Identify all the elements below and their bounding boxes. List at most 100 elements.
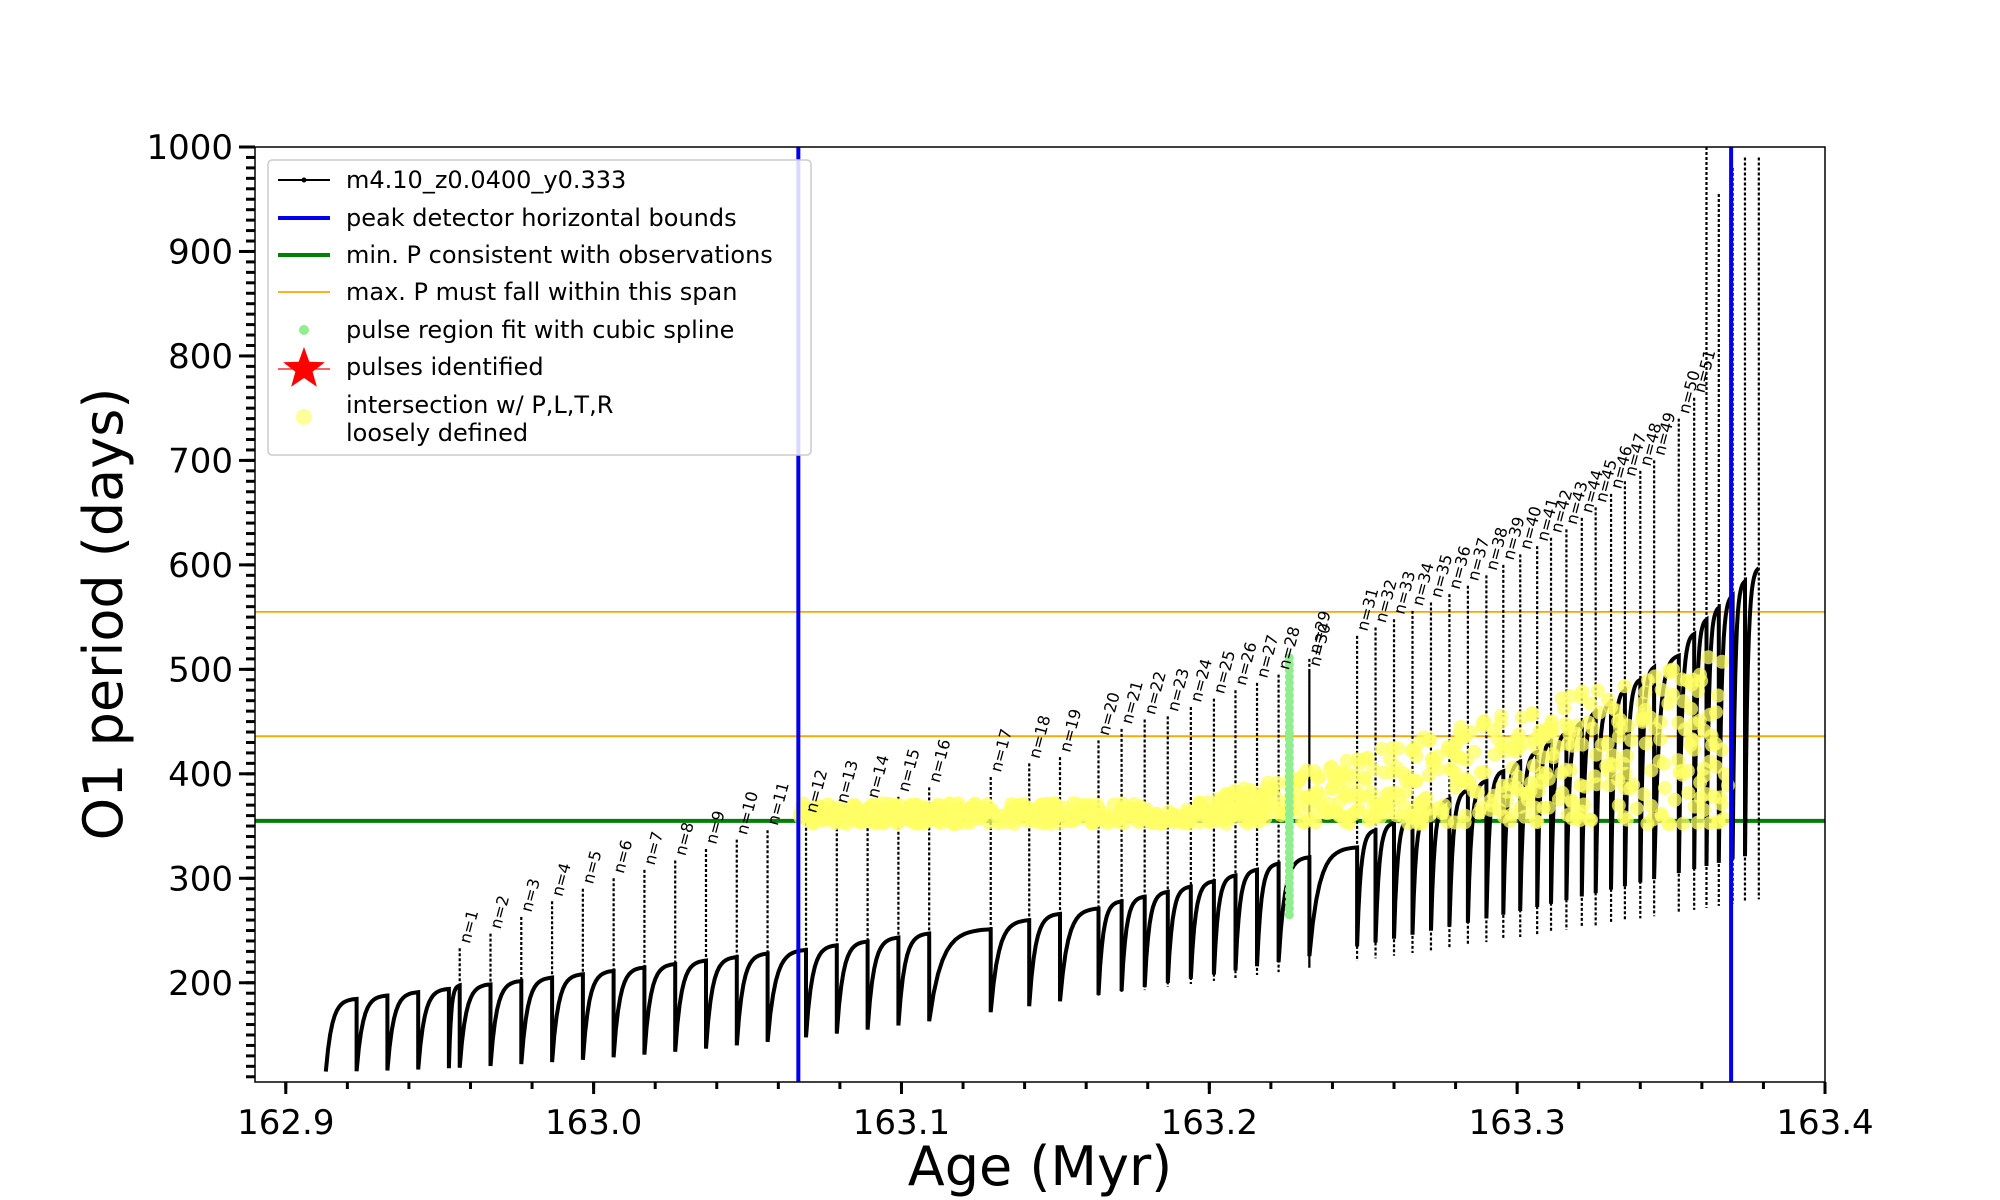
intersection-point xyxy=(1600,692,1615,707)
spline-point xyxy=(1284,697,1294,707)
pulse-label: n=5 xyxy=(578,848,605,886)
spline-point xyxy=(1284,678,1294,688)
intersection-point xyxy=(1145,810,1160,825)
intersection-point xyxy=(1326,769,1341,784)
intersection-point xyxy=(1611,798,1626,813)
intersection-point xyxy=(1707,789,1721,804)
intersection-point xyxy=(1256,807,1271,822)
intersection-point xyxy=(1696,761,1711,776)
spline-point xyxy=(1284,709,1294,719)
y-tick-label: 900 xyxy=(168,232,233,272)
intersection-point xyxy=(1312,797,1327,812)
intersection-point xyxy=(1619,812,1634,827)
spline-point xyxy=(1284,822,1294,832)
intersection-point xyxy=(987,806,1002,821)
plot-frame xyxy=(254,146,1826,1083)
intersection-point xyxy=(1711,815,1726,830)
spline-point xyxy=(1284,716,1294,726)
y-tick-label: 800 xyxy=(168,337,233,377)
spline-point xyxy=(1284,734,1294,744)
legend-entry: peak detector horizontal bounds xyxy=(278,204,737,232)
legend-label: pulse region fit with cubic spline xyxy=(346,316,734,344)
intersection-point xyxy=(1715,654,1729,669)
intersection-point xyxy=(1601,764,1616,779)
spline-point xyxy=(1284,828,1294,838)
pulse-label: n=28 xyxy=(1274,624,1304,671)
pulse-label: n=7 xyxy=(640,829,667,867)
intersection-point xyxy=(1644,763,1659,778)
intersection-point xyxy=(1237,814,1252,828)
pulse-label: n=19 xyxy=(1056,707,1086,754)
legend-label: m4.10_z0.0400_y0.333 xyxy=(346,166,626,194)
intersection-point xyxy=(1361,813,1376,828)
intersection-point xyxy=(1359,772,1374,787)
intersection-point xyxy=(1442,762,1457,777)
spline-point xyxy=(1284,728,1294,738)
intersection-point xyxy=(1494,708,1509,723)
intersection-point xyxy=(1412,813,1427,828)
intersection-point xyxy=(1297,815,1312,830)
intersection-point xyxy=(1091,800,1106,815)
intersection-point xyxy=(1496,737,1511,751)
spline-point xyxy=(1284,860,1294,870)
x-axis: 162.9 163.0 163.1 163.2 163.3 163.4 xyxy=(237,1082,1874,1143)
intersection-point xyxy=(1636,711,1651,726)
spline-point xyxy=(1284,772,1294,782)
intersection-point xyxy=(890,805,905,820)
intersection-point xyxy=(1589,747,1604,762)
spline-point xyxy=(1284,659,1294,669)
intersection-point xyxy=(1440,814,1455,829)
intersection-point xyxy=(1339,753,1354,768)
spline-point xyxy=(1284,797,1294,807)
intersection-point xyxy=(1307,810,1322,824)
spline-point xyxy=(1284,653,1294,663)
intersection-point xyxy=(1476,715,1491,730)
intersection-point xyxy=(953,802,968,816)
y-tick-label: 500 xyxy=(168,650,233,690)
y-tick-label: 400 xyxy=(168,755,233,795)
intersection-point xyxy=(1611,729,1626,744)
spline-point xyxy=(1284,703,1294,713)
intersection-point xyxy=(832,802,847,817)
spline-point xyxy=(1284,910,1294,920)
legend-label-line2: loosely defined xyxy=(346,419,528,447)
pulse-label: n=1 xyxy=(455,908,482,946)
intersection-point xyxy=(1015,807,1030,822)
intersection-point xyxy=(1541,800,1556,815)
x-tick-label: 163.3 xyxy=(1468,1103,1565,1143)
intersection-point xyxy=(1448,737,1463,752)
intersection-point xyxy=(1703,707,1718,722)
intersection-point xyxy=(1684,677,1699,692)
legend-label: intersection w/ P,L,T,R xyxy=(346,391,613,419)
intersection-point xyxy=(1039,811,1054,826)
intersection-point xyxy=(1421,768,1436,783)
spline-point xyxy=(1284,879,1294,889)
intersection-point xyxy=(1644,799,1659,813)
intersection-point xyxy=(1396,809,1411,824)
plot-area xyxy=(255,147,1825,1082)
intersection-point xyxy=(1174,810,1189,824)
intersection-point xyxy=(1537,726,1552,741)
intersection-point xyxy=(1554,766,1569,781)
x-tick-label: 162.9 xyxy=(237,1103,334,1143)
intersection-point xyxy=(1565,795,1580,810)
intersection-point xyxy=(1546,750,1561,765)
spline-point xyxy=(1284,672,1294,682)
intersection-point xyxy=(1388,785,1402,800)
spline-point xyxy=(1284,766,1294,776)
pulse-label: n=30 xyxy=(1305,621,1335,668)
intersection-point xyxy=(1470,785,1485,800)
intersection-point xyxy=(1561,736,1575,751)
intersection-point xyxy=(1638,685,1653,700)
intersection-point xyxy=(1437,798,1452,813)
intersection-point xyxy=(1530,815,1545,830)
baseline-track xyxy=(323,566,1761,1072)
intersection-point xyxy=(1002,804,1017,819)
intersection-point xyxy=(1585,721,1600,736)
intersection-point xyxy=(1525,706,1540,721)
intersection-point xyxy=(1030,802,1045,817)
intersection-point xyxy=(915,812,930,827)
intersection-point xyxy=(1231,801,1246,816)
intersection-point xyxy=(1562,726,1577,741)
